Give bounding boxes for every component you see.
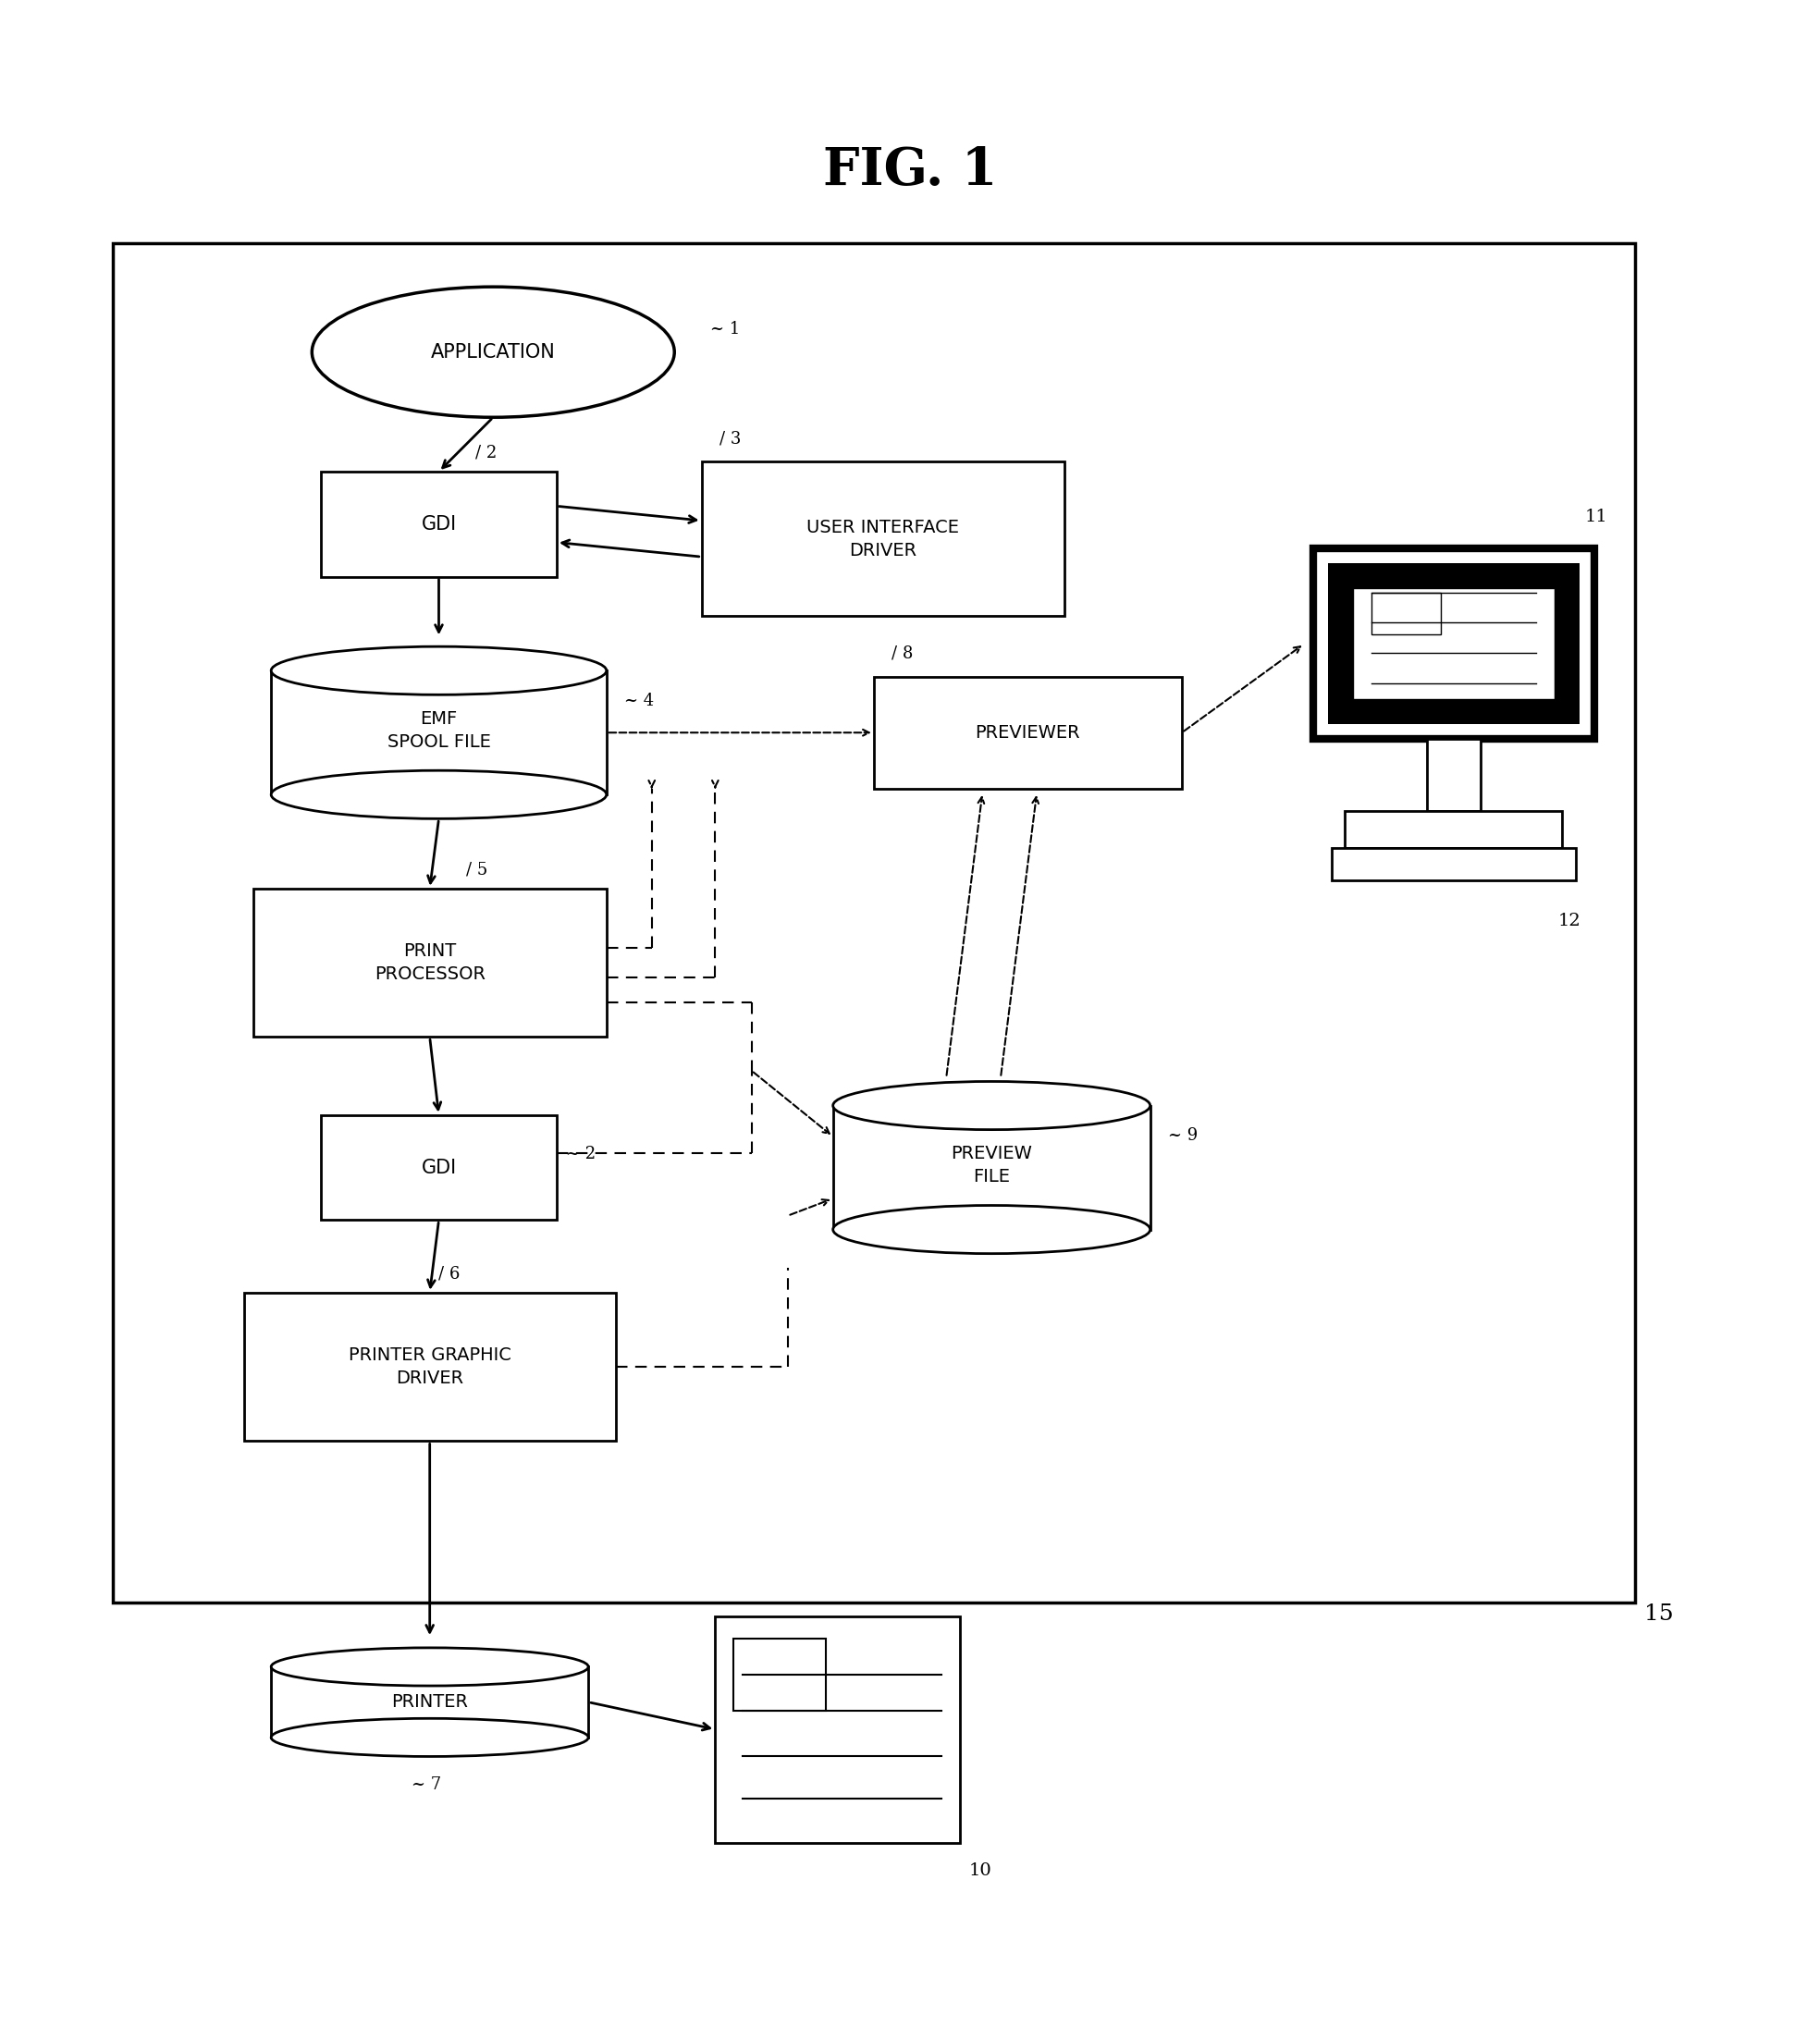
Text: ~ 4: ~ 4 — [624, 693, 653, 709]
Bar — [271, 1666, 588, 1737]
Bar — [834, 1105, 1150, 1230]
Text: APPLICATION: APPLICATION — [431, 343, 555, 361]
Text: 15: 15 — [1643, 1603, 1673, 1626]
Text: EMF
SPOOL FILE: EMF SPOOL FILE — [388, 709, 491, 750]
Bar — [1329, 564, 1580, 724]
Text: FIG. 1: FIG. 1 — [823, 146, 997, 197]
Bar — [113, 243, 1634, 1603]
Text: PREVIEW
FILE: PREVIEW FILE — [950, 1145, 1032, 1186]
Bar — [1314, 549, 1594, 740]
Ellipse shape — [271, 770, 606, 819]
Bar — [1352, 588, 1554, 699]
Bar — [271, 671, 606, 795]
Text: 10: 10 — [968, 1863, 992, 1879]
Ellipse shape — [271, 647, 606, 695]
Bar — [715, 1616, 959, 1843]
Text: ~ 9: ~ 9 — [1168, 1127, 1198, 1143]
Bar — [1370, 594, 1441, 634]
Text: 12: 12 — [1558, 912, 1582, 928]
Text: USER INTERFACE
DRIVER: USER INTERFACE DRIVER — [806, 519, 959, 559]
Text: GDI: GDI — [420, 1157, 457, 1178]
Text: / 6: / 6 — [439, 1265, 460, 1281]
Text: ~ 1: ~ 1 — [710, 320, 741, 339]
Bar — [320, 472, 557, 578]
Text: PRINTER GRAPHIC
DRIVER: PRINTER GRAPHIC DRIVER — [348, 1346, 511, 1386]
Bar — [253, 888, 606, 1038]
Text: / 5: / 5 — [466, 861, 488, 878]
Ellipse shape — [271, 1719, 588, 1757]
Bar — [1332, 847, 1576, 880]
Ellipse shape — [834, 1206, 1150, 1253]
Bar — [733, 1638, 826, 1711]
Bar — [1345, 811, 1562, 847]
Ellipse shape — [311, 288, 675, 418]
Text: / 3: / 3 — [719, 430, 741, 448]
Text: 11: 11 — [1585, 509, 1607, 525]
Text: PREVIEWER: PREVIEWER — [976, 724, 1081, 742]
Ellipse shape — [834, 1082, 1150, 1129]
Text: PRINT
PROCESSOR: PRINT PROCESSOR — [375, 943, 486, 983]
Text: / 2: / 2 — [475, 444, 497, 460]
Bar — [874, 677, 1181, 789]
Text: ~ 2: ~ 2 — [566, 1145, 595, 1161]
Ellipse shape — [271, 1648, 588, 1686]
Text: / 8: / 8 — [892, 645, 914, 663]
Bar — [1427, 740, 1481, 811]
Text: GDI: GDI — [420, 515, 457, 533]
Text: ~ 7: ~ 7 — [411, 1776, 440, 1792]
Text: PRINTER: PRINTER — [391, 1693, 468, 1711]
Bar — [320, 1115, 557, 1220]
Bar — [244, 1293, 615, 1441]
Bar — [701, 462, 1065, 616]
